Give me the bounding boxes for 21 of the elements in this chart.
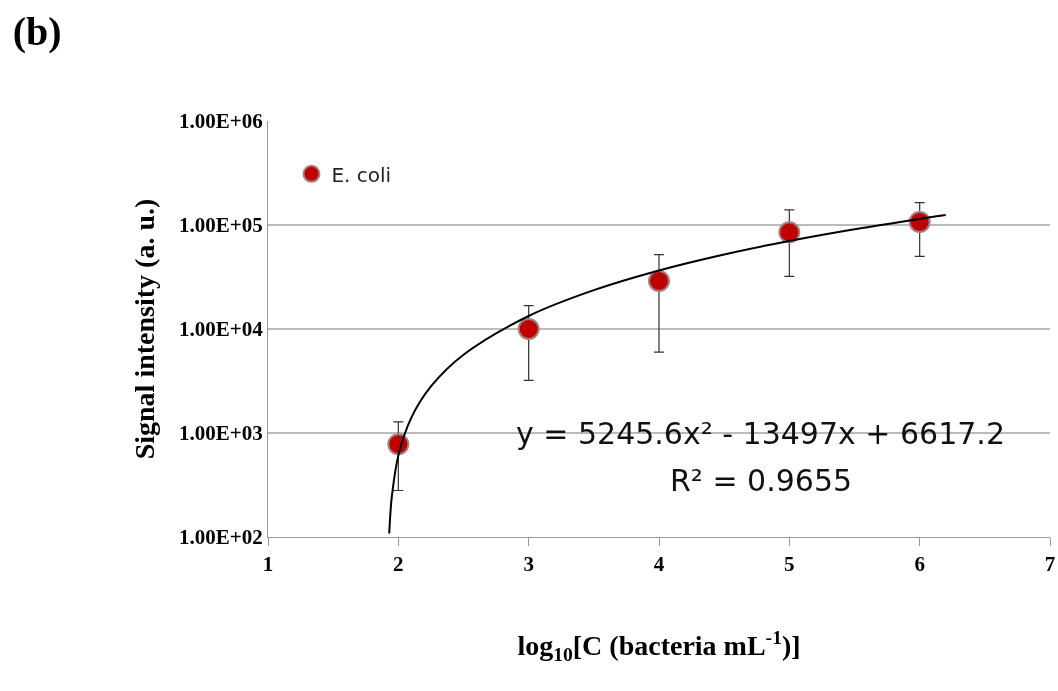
x-tick-label: 1: [262, 552, 274, 577]
y-axis-title: Signal intensity (a. u.): [128, 198, 160, 460]
point: [517, 318, 540, 340]
x-tick-label: 3: [523, 552, 534, 577]
y-tick-label: 1.00E+02: [179, 525, 263, 550]
y-tick-label: 1.00E+05: [179, 213, 263, 238]
point: [778, 221, 801, 244]
legend-label: E. coli: [331, 162, 392, 187]
x-axis-title: log$_{10}$[C (bacteria mL$^{-1}$)]: [517, 626, 801, 666]
x-tick-label: 7: [1044, 552, 1056, 577]
chart-title: (b): [12, 9, 62, 55]
x-tick-label: 6: [914, 552, 925, 577]
x-tick-label: 2: [393, 552, 404, 577]
point: [648, 269, 670, 292]
annotation: R² = 0.9655: [670, 463, 853, 498]
y-tick-label: 1.00E+06: [179, 109, 263, 134]
y-tick-label: 1.00E+03: [179, 421, 263, 446]
y-tick-label: 1.00E+04: [179, 317, 264, 342]
x-tick-label: 5: [784, 552, 795, 577]
annotation: y = 5245.6x² - 13497x + 6617.2: [516, 416, 1005, 451]
x-tick-label: 4: [653, 552, 665, 577]
